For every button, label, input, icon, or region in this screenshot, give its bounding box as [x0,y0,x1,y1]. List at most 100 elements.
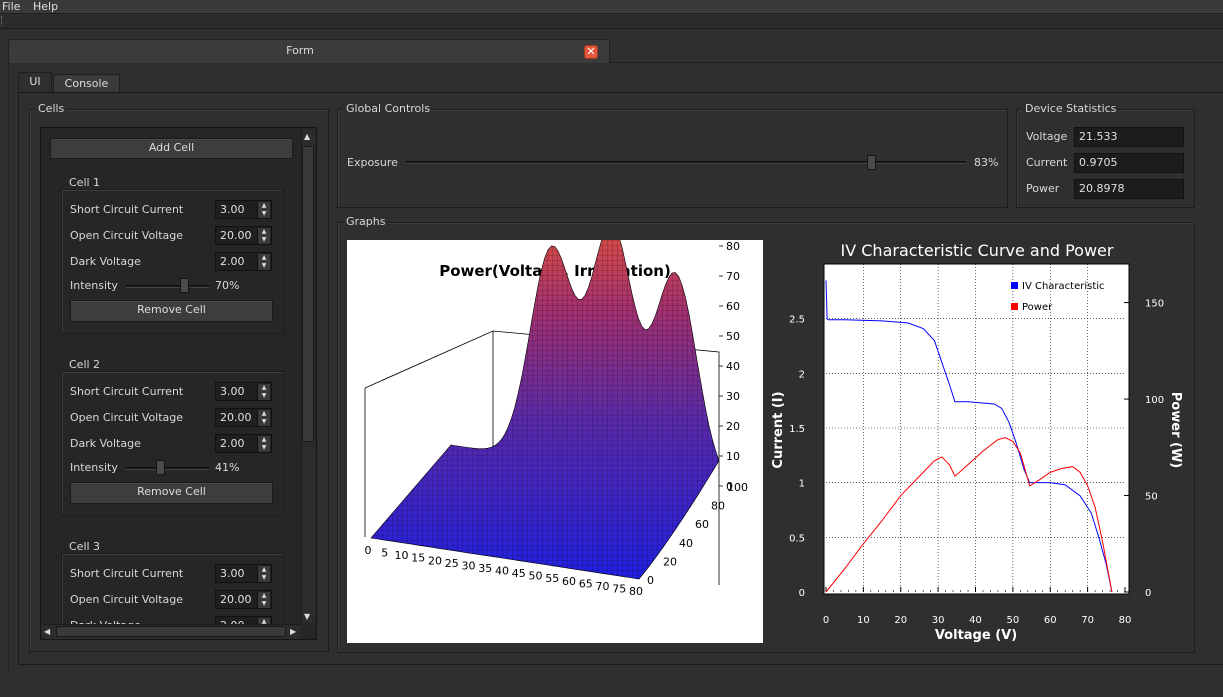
cell-2-title: Cell 2 [66,358,104,371]
surface-x-tick-label: 35 [478,562,492,575]
iv-y-tick-label: 2.5 [789,315,805,326]
iv-y2-tick-label: 100 [1145,395,1164,406]
spin-up-icon[interactable]: ▲ [261,618,267,625]
current-field[interactable]: 0.9705 [1074,153,1184,173]
spin-down-icon[interactable]: ▼ [261,236,267,243]
cell-1-intensity-slider[interactable] [180,278,190,293]
power-field[interactable]: 20.8978 [1074,179,1184,199]
surface-x-tick-label: 40 [495,565,509,578]
spin-down-icon[interactable]: ▼ [261,444,267,451]
iv-tick-labels: 0 10 20 30 40 50 60 70 80 0 0.5 1 1.5 2 2.5 0 50 100 150 [789,299,1164,626]
iv-x-tick-label: 20 [894,615,907,626]
add-cell-button[interactable]: Add Cell [50,138,293,159]
current-label: Current [1026,156,1068,169]
surface-x-tick-label: 20 [428,554,442,567]
vertical-scroll-thumb[interactable] [302,146,314,442]
surface-tick-labels: 0 5 10 15 20 25 30 35 40 45 50 55 60 65 70 75 8002040608… [365,240,749,598]
iv-right-axis-label: Power (W) [1168,392,1183,468]
graphs-title: Graphs [343,215,389,228]
cell-3-title: Cell 3 [66,540,104,553]
horizontal-scroll-thumb[interactable] [56,626,286,637]
spin-down-icon[interactable]: ▼ [261,600,267,607]
menu-file[interactable]: File [2,0,21,13]
cell-2-dv-spinbox[interactable]: 2.00 ▲ ▼ [215,434,272,453]
surface-x-tick-label: 80 [629,585,643,598]
cell-1-ocv-spinbox[interactable]: 20.00 ▲ ▼ [215,226,272,245]
legend-iv-label: IV Characteristic [1022,281,1105,292]
spin-down-icon[interactable]: ▼ [261,574,267,581]
spin-down-icon[interactable]: ▼ [261,392,267,399]
scroll-down-icon[interactable]: ▼ [304,612,311,621]
cell-3-scc-spinbox[interactable]: 3.00 ▲ ▼ [215,564,272,583]
surface-y-tick-label: 0 [647,574,654,587]
tab-console[interactable]: Console [53,74,120,94]
cells-group [29,109,329,652]
cell-2-scc-spinbox[interactable]: 3.00 ▲ ▼ [215,382,272,401]
iv-x-tick-label: 50 [1007,615,1020,626]
iv-chart-title: IV Characteristic Curve and Power [841,241,1114,260]
cell-1-intensity-value: 70% [215,279,240,292]
spin-down-icon[interactable]: ▼ [261,262,267,269]
device-statistics-title: Device Statistics [1022,102,1120,115]
iv-y-tick-label: 2 [799,369,805,380]
iv-chart: IV Characteristic Curve and Power 0 10 20 3… [771,241,1183,643]
cells-group-title: Cells [35,102,68,115]
exposure-slider[interactable] [866,155,876,170]
cell-2-group [61,371,284,516]
power-line [825,437,1113,593]
tab-ui[interactable]: UI [18,72,52,94]
spin-up-icon[interactable]: ▲ [261,436,267,443]
spin-up-icon[interactable]: ▲ [261,566,267,573]
scroll-left-icon[interactable]: ◀ [44,627,51,636]
menu-help[interactable]: Help [33,0,59,13]
cell-1-group [61,189,284,334]
iv-y-tick-label: 1 [799,479,805,490]
surface-z-tick-label: 70 [726,270,740,283]
scroll-up-icon[interactable]: ▲ [304,132,311,141]
remove-cell-1-button[interactable]: Remove Cell [70,300,273,322]
spin-up-icon[interactable]: ▲ [261,384,267,391]
cell-1-intensity-track [126,285,209,288]
global-controls-group [337,109,1008,208]
spin-up-icon[interactable]: ▲ [261,228,267,235]
voltage-field[interactable]: 21.533 [1074,127,1184,147]
dock-tab[interactable]: Form ✕ [8,39,610,63]
cell-1-dv-spinbox[interactable]: 2.00 ▲ ▼ [215,252,272,271]
exposure-label: Exposure [347,156,398,169]
surface-x-tick-label: 0 [365,544,372,557]
iv-x-tick-label: 0 [823,615,829,626]
cells-scroll-area: Add Cell Cell 1 Short Circuit Current 3.… [40,127,317,640]
cell-3-ocv-spinbox[interactable]: 20.00 ▲ ▼ [215,590,272,609]
cell-1-intensity-label: Intensity [70,279,118,292]
cell-1-scc-label: Short Circuit Current [70,203,184,216]
iv-x-tick-label: 40 [969,615,982,626]
spin-up-icon[interactable]: ▲ [261,254,267,261]
cell-2-ocv-spinbox[interactable]: 20.00 ▲ ▼ [215,408,272,427]
spin-down-icon[interactable]: ▼ [261,210,267,217]
close-icon[interactable]: ✕ [584,45,598,59]
surface-x-tick-label: 15 [411,552,425,565]
cell-1-title: Cell 1 [66,176,104,189]
cell-2-intensity-label: Intensity [70,461,118,474]
cell-2-intensity-slider[interactable] [156,460,166,475]
spin-up-icon[interactable]: ▲ [261,410,267,417]
surface-z-tick-label: 0 [726,480,733,493]
surface-x-tick-label: 75 [612,582,626,595]
spin-up-icon[interactable]: ▲ [261,202,267,209]
menu-bar: File Help [0,0,1223,14]
cell-3-scc-label: Short Circuit Current [70,567,184,580]
toolbar-grip[interactable] [1,16,4,26]
power-label: Power [1026,182,1060,195]
surface-x-tick-label: 60 [562,575,576,588]
cell-2-intensity-track [126,467,209,470]
cell-2-ocv-label: Open Circuit Voltage [70,411,184,424]
scroll-right-icon[interactable]: ▶ [290,627,297,636]
iv-y-tick-label: 0.5 [789,533,805,544]
cell-1-scc-spinbox[interactable]: 3.00 ▲ ▼ [215,200,272,219]
cell-1-dv-label: Dark Voltage [70,255,141,268]
surface-x-tick-label: 65 [579,577,593,590]
remove-cell-2-button[interactable]: Remove Cell [70,482,273,504]
surface-y-tick-label: 60 [695,518,709,531]
spin-down-icon[interactable]: ▼ [261,418,267,425]
spin-up-icon[interactable]: ▲ [261,592,267,599]
